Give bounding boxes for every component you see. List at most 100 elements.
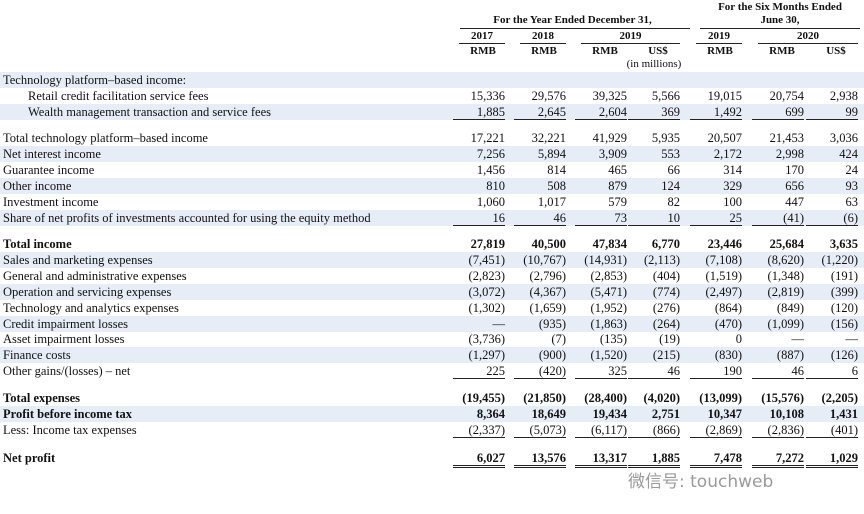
- cell-value: (1,348): [767, 268, 804, 283]
- table-row: Sales and marketing expenses (7,451) (10,7…: [0, 251, 864, 268]
- cell-value: 699: [752, 104, 804, 120]
- cell-value: 7,256: [476, 146, 505, 161]
- cell-value: (1,302): [468, 300, 505, 315]
- cell-value: (19): [659, 332, 680, 347]
- cell-value: (191): [830, 268, 858, 283]
- currency-header: RMB: [470, 45, 496, 57]
- row-label: Sales and marketing expenses: [3, 252, 153, 267]
- cell-value: (4,367): [529, 284, 566, 299]
- row-label: Technology platform–based income:: [3, 73, 187, 87]
- cell-value: 879: [608, 178, 627, 193]
- cell-value: (2,819): [767, 284, 804, 299]
- cell-value: 1,060: [476, 194, 505, 209]
- row-label: Other gains/(losses) – net: [3, 364, 131, 379]
- header-rule: [700, 28, 860, 29]
- cell-value: (1,220): [821, 252, 858, 267]
- row-label: Credit impairment losses: [3, 316, 128, 331]
- cell-value: 5,566: [651, 88, 680, 103]
- cell-value: (41): [752, 210, 804, 226]
- currency-header: RMB: [707, 45, 733, 57]
- table-row: Other gains/(losses) – net 225 (420) 325 46 1…: [0, 363, 864, 380]
- row-label: General and administrative expenses: [3, 268, 187, 283]
- currency-header: RMB: [592, 45, 618, 57]
- cell-value: (849): [776, 300, 804, 315]
- cell-value: (1,099): [767, 316, 804, 331]
- cell-value: (399): [830, 284, 858, 299]
- cell-value: (866): [628, 422, 680, 438]
- currency-header: US$: [826, 45, 846, 57]
- header-rule: [758, 43, 858, 44]
- cell-value: —: [845, 332, 859, 347]
- cell-value: (156): [830, 316, 858, 331]
- cell-value: (1,952): [590, 300, 627, 315]
- cell-value: (2,497): [705, 284, 742, 299]
- cell-value: (5,073): [514, 422, 566, 438]
- cell-value: (935): [538, 316, 566, 331]
- cell-value: 16: [453, 210, 505, 226]
- row-label: Asset impairment losses: [3, 332, 125, 347]
- six-months-header: June 30,: [760, 14, 800, 26]
- cell-value: 2,604: [575, 104, 627, 120]
- cell-value: (1,659): [529, 300, 566, 315]
- cell-value: (7): [551, 332, 566, 347]
- cell-value: 2,751: [651, 406, 680, 421]
- cell-value: (21,850): [523, 391, 566, 405]
- cell-value: (404): [652, 268, 680, 283]
- cell-value: 1,431: [829, 406, 858, 421]
- cell-value: (887): [776, 348, 804, 363]
- cell-value: 46: [514, 210, 566, 226]
- cell-value: —: [492, 316, 506, 331]
- cell-value: 39,325: [592, 88, 627, 103]
- cell-value: (401): [806, 422, 858, 438]
- cell-value: 810: [486, 178, 505, 193]
- cell-value: 23,446: [707, 237, 742, 251]
- cell-value: (1,519): [705, 268, 742, 283]
- cell-value: 20,507: [707, 131, 742, 145]
- year-group-header: For the Year Ended December 31,: [493, 14, 652, 26]
- unit-note: (in millions): [626, 58, 682, 70]
- row-label: Investment income: [3, 194, 99, 209]
- cell-value: (264): [652, 316, 680, 331]
- table-row: Operation and servicing expenses (3,072) (…: [0, 283, 864, 300]
- cell-value: (3,072): [468, 284, 505, 299]
- row-label: Other income: [3, 178, 72, 193]
- cell-value: 100: [723, 194, 742, 209]
- cell-value: (1,520): [590, 348, 627, 363]
- cell-value: 7,478: [690, 450, 742, 468]
- table-row: Technology and analytics expenses (1,302)…: [0, 300, 864, 316]
- year-header: 2019: [619, 30, 642, 42]
- cell-value: —: [791, 332, 805, 347]
- cell-value: (120): [830, 300, 858, 315]
- cell-value: (774): [652, 284, 680, 299]
- cell-value: (470): [714, 316, 742, 331]
- cell-value: 6,770: [651, 237, 680, 251]
- cell-value: 369: [628, 104, 680, 120]
- cell-value: (14,931): [584, 252, 627, 267]
- table-row: Finance costs (1,297) (900) (1,520) (215) (83…: [0, 347, 864, 364]
- cell-value: 2,172: [713, 146, 742, 161]
- table-row: Technology platform–based income:: [0, 72, 864, 88]
- cell-value: 5,935: [651, 131, 680, 145]
- cell-value: 32,221: [531, 131, 566, 145]
- cell-value: 8,364: [476, 406, 505, 421]
- cell-value: 1,456: [476, 162, 505, 177]
- cell-value: 1,017: [537, 194, 566, 209]
- cell-value: 0: [735, 332, 742, 347]
- header-rule: [581, 43, 680, 44]
- cell-value: (1,863): [590, 316, 627, 331]
- year-header: 2017: [471, 30, 493, 42]
- table-row: Other income 810 508 879 124 329 656 93: [0, 177, 864, 194]
- cell-value: 3,909: [598, 146, 627, 161]
- cell-value: 63: [845, 194, 859, 209]
- row-label: Finance costs: [3, 348, 71, 363]
- year-header: 2020: [797, 30, 819, 42]
- cell-value: 25,684: [769, 237, 804, 251]
- cell-value: 1,492: [690, 104, 742, 120]
- cell-value: 329: [723, 178, 742, 193]
- cell-value: 124: [661, 178, 680, 193]
- cell-value: (2,113): [644, 252, 680, 267]
- cell-value: (2,869): [690, 422, 742, 438]
- cell-value: 66: [667, 162, 681, 177]
- cell-value: 508: [547, 178, 566, 193]
- row-label: Total expenses: [3, 391, 80, 405]
